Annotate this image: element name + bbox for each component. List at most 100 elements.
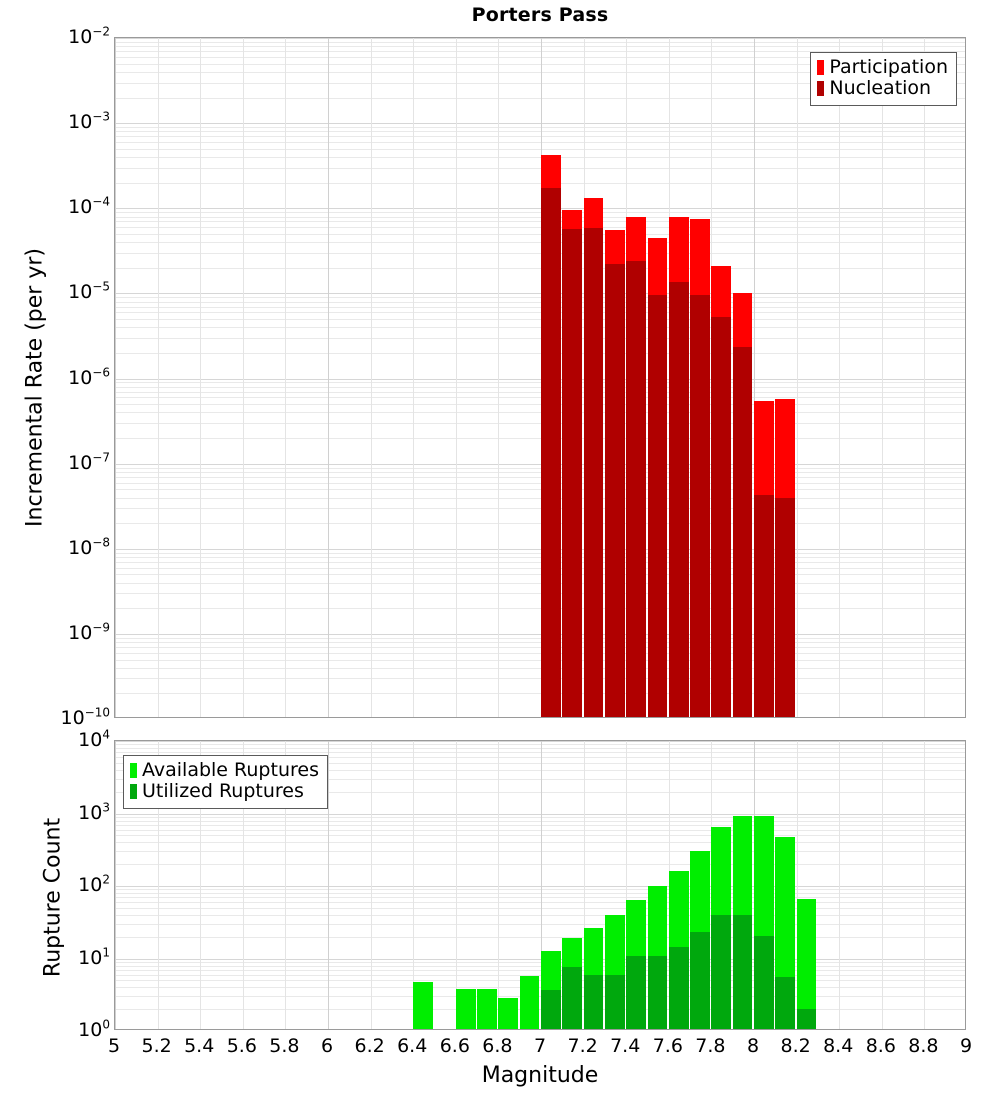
gridline-h	[115, 301, 965, 303]
bar-available-ruptures	[413, 981, 433, 1029]
gridline-v	[200, 38, 202, 717]
x-tick-label: 6.2	[354, 1035, 385, 1057]
bar-nucleation	[711, 317, 732, 717]
legend-incremental-rate: Participation Nucleation	[810, 52, 957, 106]
gridline-h	[115, 980, 965, 982]
x-tick-label: 8.8	[908, 1035, 939, 1057]
bar-group	[562, 741, 583, 1029]
gridline-h	[115, 386, 965, 388]
gridline-h	[115, 889, 965, 891]
y-tick-label: 10−10	[60, 705, 110, 729]
gridline-h	[115, 637, 965, 639]
y-tick-label: 10−4	[68, 194, 110, 219]
bar-utilized-ruptures	[711, 914, 732, 1029]
gridline-h	[115, 182, 965, 184]
legend-label-nucleation: Nucleation	[829, 77, 932, 100]
gridline-h	[115, 131, 965, 133]
gridline-v	[200, 741, 202, 1029]
gridline-v	[541, 741, 542, 1029]
gridline-h	[115, 824, 965, 826]
legend-item-available-ruptures[interactable]: Available Ruptures	[130, 759, 319, 781]
bar-available-ruptures	[455, 988, 476, 1029]
gridline-h	[115, 412, 965, 414]
bar-group	[775, 38, 796, 717]
legend-item-participation[interactable]: Participation	[817, 56, 948, 78]
bar-utilized-ruptures	[796, 1008, 817, 1029]
bar-available-ruptures	[498, 997, 519, 1029]
gridline-h	[115, 148, 965, 150]
gridline-h	[115, 608, 965, 610]
gridline-h	[115, 667, 965, 669]
y-tick-label: 10−6	[68, 365, 110, 389]
gridline-v	[413, 741, 415, 1029]
bar-utilized-ruptures	[626, 955, 646, 1029]
gridline-h	[115, 820, 965, 822]
gridline-h	[115, 923, 965, 925]
gridline-v	[413, 38, 415, 717]
y-tick-label: 101	[78, 945, 110, 969]
y-tick-label: 10−9	[68, 620, 110, 644]
bottom-y-tick-labels: 104 103 102 101 100	[0, 729, 110, 1041]
x-tick-label: 7.6	[652, 1035, 683, 1057]
bar-utilized-ruptures	[690, 931, 710, 1029]
gridline-h	[115, 482, 965, 484]
gridline-h	[115, 835, 965, 837]
gridline-h	[115, 306, 965, 308]
x-tick-label: 8.4	[823, 1035, 854, 1057]
x-tick-label: 5.6	[226, 1035, 257, 1057]
bar-group	[754, 38, 774, 717]
legend-item-nucleation[interactable]: Nucleation	[817, 77, 948, 100]
legend-rupture-count: Available Ruptures Utilized Ruptures	[123, 755, 328, 809]
bar-utilized-ruptures	[604, 974, 625, 1029]
bar-group	[668, 741, 689, 1029]
x-tick-label: 6.6	[439, 1035, 470, 1057]
gridline-v	[796, 38, 798, 717]
legend-item-utilized-ruptures[interactable]: Utilized Ruptures	[130, 780, 319, 803]
x-tick-label: 7.4	[610, 1035, 641, 1057]
legend-label-utilized-ruptures: Utilized Ruptures	[142, 780, 304, 803]
gridline-h	[115, 778, 965, 780]
gridline-v	[157, 38, 159, 717]
gridline-h	[115, 561, 965, 563]
gridline-h	[115, 693, 965, 695]
gridline-h	[115, 38, 965, 39]
bar-group	[796, 741, 817, 1029]
gridline-h	[115, 489, 965, 491]
gridline-h	[115, 397, 965, 399]
bar-nucleation	[583, 227, 604, 717]
gridline-h	[115, 791, 965, 793]
bottom-bars	[115, 741, 965, 1029]
gridline-h	[115, 123, 965, 125]
gridline-h	[115, 829, 965, 831]
page-title: Porters Pass	[471, 4, 609, 26]
gridline-h	[115, 438, 965, 439]
gridline-v	[285, 741, 287, 1029]
bar-group	[668, 38, 689, 717]
x-tick-label: 9	[959, 1035, 973, 1057]
bar-group	[562, 38, 583, 717]
x-axis-title: Magnitude	[481, 1063, 599, 1088]
bar-group	[754, 741, 774, 1029]
gridline-v	[157, 741, 159, 1029]
bar-utilized-ruptures	[562, 966, 583, 1029]
gridline-h	[115, 769, 965, 771]
gridline-v	[924, 38, 926, 717]
bar-nucleation	[647, 295, 668, 717]
gridline-h	[115, 567, 965, 569]
bar-nucleation	[541, 187, 561, 717]
gridline-v	[115, 741, 116, 1029]
bar-group	[690, 38, 710, 717]
gridline-h	[115, 748, 965, 749]
gridline-h	[115, 382, 965, 384]
bar-group	[413, 741, 433, 1029]
gridline-h	[115, 969, 965, 971]
gridline-h	[115, 914, 965, 916]
gridline-h	[115, 136, 965, 138]
gridline-h	[115, 227, 965, 229]
gridline-h	[115, 51, 965, 53]
bar-utilized-ruptures	[541, 989, 561, 1029]
gridline-h	[115, 391, 965, 393]
bar-available-ruptures	[519, 975, 540, 1029]
gridline-h	[115, 987, 965, 989]
